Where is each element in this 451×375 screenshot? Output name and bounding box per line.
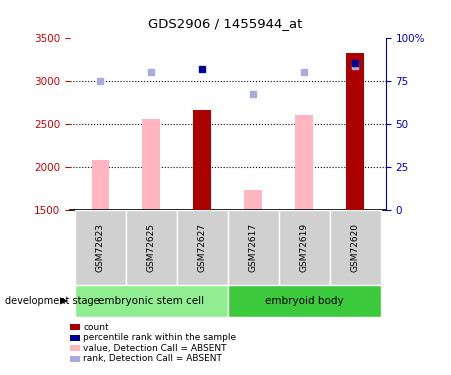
Text: GSM72627: GSM72627 <box>198 223 207 272</box>
Bar <box>177 210 228 285</box>
Text: rank, Detection Call = ABSENT: rank, Detection Call = ABSENT <box>83 354 222 363</box>
Bar <box>279 210 330 285</box>
Text: percentile rank within the sample: percentile rank within the sample <box>83 333 237 342</box>
Text: GSM72620: GSM72620 <box>350 223 359 272</box>
Bar <box>75 285 228 317</box>
Text: GSM72617: GSM72617 <box>249 223 258 272</box>
Text: GSM72625: GSM72625 <box>147 223 156 272</box>
Bar <box>295 115 313 210</box>
Bar <box>75 210 126 285</box>
Bar <box>92 160 110 210</box>
Bar <box>244 190 262 210</box>
Text: embryoid body: embryoid body <box>265 296 344 306</box>
Bar <box>193 110 211 210</box>
Bar <box>346 53 364 210</box>
Text: GSM72619: GSM72619 <box>299 223 308 272</box>
Bar <box>330 210 381 285</box>
Bar <box>228 285 381 317</box>
Bar <box>126 210 177 285</box>
Text: GSM72623: GSM72623 <box>96 223 105 272</box>
Text: GDS2906 / 1455944_at: GDS2906 / 1455944_at <box>148 17 303 30</box>
Bar <box>143 119 160 210</box>
Text: count: count <box>83 322 109 332</box>
Bar <box>228 210 279 285</box>
Text: development stage: development stage <box>5 296 99 306</box>
Text: embryonic stem cell: embryonic stem cell <box>98 296 204 306</box>
Text: value, Detection Call = ABSENT: value, Detection Call = ABSENT <box>83 344 227 352</box>
